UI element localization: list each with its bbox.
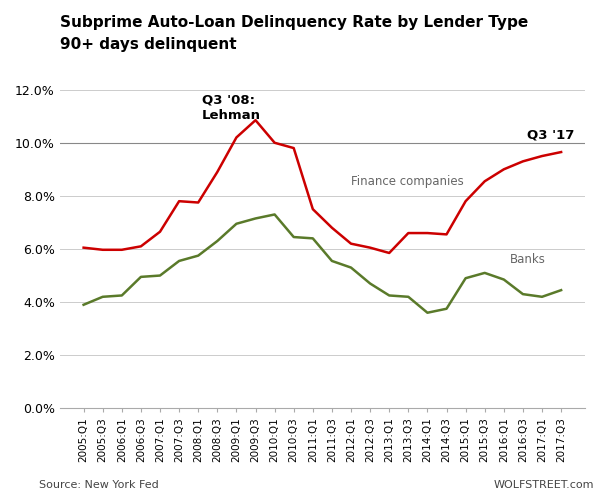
Text: WOLFSTREET.com: WOLFSTREET.com: [493, 480, 594, 490]
Text: Source: New York Fed: Source: New York Fed: [39, 480, 159, 490]
Text: Finance companies: Finance companies: [351, 175, 464, 187]
Text: Q3 '08:
Lehman: Q3 '08: Lehman: [202, 93, 261, 122]
Text: Subprime Auto-Loan Delinquency Rate by Lender Type
90+ days delinquent: Subprime Auto-Loan Delinquency Rate by L…: [60, 15, 528, 52]
Text: Q3 '17: Q3 '17: [527, 128, 574, 141]
Text: Banks: Banks: [509, 253, 545, 266]
